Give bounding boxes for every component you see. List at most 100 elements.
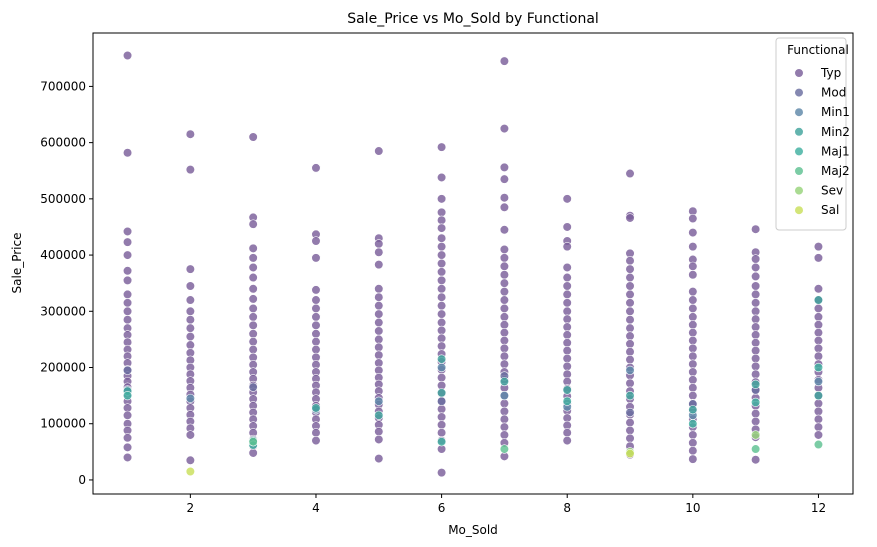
point-typ-90 xyxy=(311,303,321,314)
point-typ-112 xyxy=(374,247,384,257)
point-typ-229 xyxy=(562,435,572,446)
point-typ-166 xyxy=(437,428,447,438)
point-typ-24 xyxy=(122,410,133,420)
point-typ-183 xyxy=(499,295,510,305)
point-min2-8 xyxy=(625,391,635,401)
point-maj1-2 xyxy=(437,437,447,447)
point-typ-237 xyxy=(625,281,635,291)
y-tick-label-500000: 500000 xyxy=(40,192,86,206)
point-typ-35 xyxy=(185,306,195,316)
legend-marker-sal xyxy=(794,205,804,215)
point-typ-88 xyxy=(311,285,321,295)
point-typ-122 xyxy=(374,350,384,360)
point-typ-245 xyxy=(625,347,635,357)
point-typ-0 xyxy=(122,50,133,61)
point-typ-200 xyxy=(499,430,510,440)
chart-title: Sale_Price vs Mo_Sold by Functional xyxy=(347,11,599,27)
x-tick-label-8: 8 xyxy=(563,501,571,515)
point-typ-174 xyxy=(499,193,510,203)
point-typ-207 xyxy=(562,262,572,273)
point-maj2-2 xyxy=(751,444,761,454)
legend-marker-typ xyxy=(794,68,804,78)
legend-label-typ: Typ xyxy=(820,66,841,80)
legend-frame xyxy=(775,37,847,231)
point-typ-58 xyxy=(248,253,258,263)
point-typ-155 xyxy=(437,341,447,351)
point-typ-313 xyxy=(751,455,761,465)
point-typ-115 xyxy=(374,292,384,302)
point-typ-273 xyxy=(688,343,698,353)
point-typ-66 xyxy=(248,329,258,339)
point-mod-0 xyxy=(122,365,133,375)
point-typ-266 xyxy=(688,287,698,297)
point-min1-9 xyxy=(813,376,824,387)
x-tick-label-4: 4 xyxy=(312,501,320,515)
point-typ-215 xyxy=(562,330,572,340)
point-typ-59 xyxy=(248,262,258,273)
point-typ-284 xyxy=(688,430,698,440)
point-maj2-0 xyxy=(248,437,258,447)
legend-label-min1: Min1 xyxy=(821,105,850,119)
point-typ-89 xyxy=(311,295,321,305)
point-min2-9 xyxy=(688,405,698,415)
point-typ-107 xyxy=(311,428,321,438)
point-typ-240 xyxy=(625,306,635,316)
point-typ-211 xyxy=(562,298,572,308)
point-typ-318 xyxy=(813,303,824,314)
point-typ-145 xyxy=(437,258,447,269)
legend-marker-maj1 xyxy=(794,146,804,156)
point-min1-4 xyxy=(437,362,447,373)
point-typ-177 xyxy=(499,244,510,255)
point-typ-298 xyxy=(751,322,761,332)
points-layer xyxy=(122,50,824,478)
point-typ-213 xyxy=(562,314,572,324)
point-min2-3 xyxy=(374,410,384,420)
point-mod-4 xyxy=(625,407,635,418)
legend-label-maj1: Maj1 xyxy=(821,144,850,158)
point-maj2-1 xyxy=(499,444,510,454)
point-typ-176 xyxy=(499,225,510,235)
y-tick-label-400000: 400000 xyxy=(40,248,86,262)
point-typ-291 xyxy=(751,262,761,273)
point-typ-118 xyxy=(374,317,384,328)
point-typ-4 xyxy=(122,250,133,260)
point-typ-186 xyxy=(499,320,510,330)
point-typ-271 xyxy=(688,328,698,338)
point-typ-331 xyxy=(813,406,824,416)
point-typ-304 xyxy=(751,369,761,379)
point-typ-320 xyxy=(813,320,824,330)
legend-label-maj2: Maj2 xyxy=(821,164,850,178)
point-maj1-3 xyxy=(562,396,572,406)
point-typ-152 xyxy=(437,317,447,328)
point-typ-219 xyxy=(562,361,572,371)
point-typ-91 xyxy=(311,312,321,322)
point-typ-83 xyxy=(248,448,258,458)
point-typ-68 xyxy=(248,344,258,355)
point-typ-108 xyxy=(311,435,321,446)
point-typ-278 xyxy=(688,383,698,393)
point-typ-334 xyxy=(813,430,824,440)
point-typ-61 xyxy=(248,284,258,294)
point-typ-217 xyxy=(562,346,572,356)
point-min1-1 xyxy=(185,393,195,404)
y-tick-label-200000: 200000 xyxy=(40,361,86,375)
point-maj1-0 xyxy=(122,391,133,401)
point-typ-316 xyxy=(813,284,824,294)
point-min2-7 xyxy=(562,385,572,395)
point-typ-262 xyxy=(688,242,698,252)
point-typ-184 xyxy=(499,303,510,314)
y-tick-label-100000: 100000 xyxy=(40,417,86,431)
point-typ-119 xyxy=(374,326,384,336)
point-sev-1 xyxy=(751,430,761,440)
point-maj2-3 xyxy=(813,439,824,450)
point-maj1-4 xyxy=(688,419,698,429)
point-typ-170 xyxy=(499,56,510,66)
point-min2-11 xyxy=(813,295,824,305)
legend-label-mod: Mod xyxy=(821,86,846,100)
point-typ-299 xyxy=(751,330,761,340)
point-typ-94 xyxy=(311,337,321,347)
point-typ-243 xyxy=(625,331,635,341)
x-axis-label: Mo_Sold xyxy=(448,523,498,537)
point-typ-31 xyxy=(185,165,195,175)
